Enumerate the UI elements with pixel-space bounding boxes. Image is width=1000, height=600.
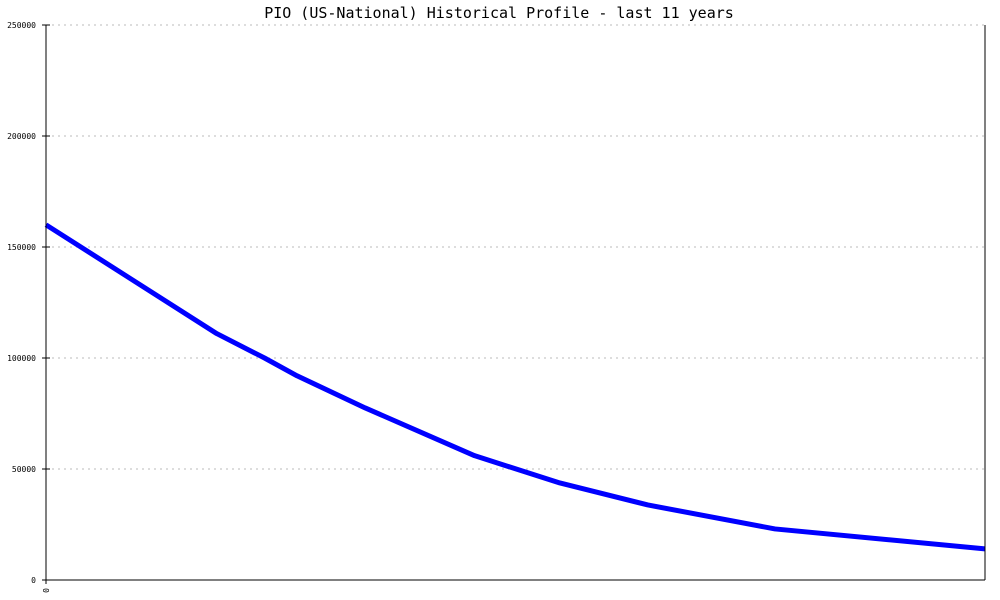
gridlines bbox=[46, 24, 985, 470]
y-tick-label: 250000 bbox=[7, 21, 36, 30]
x-tick-label: 0 bbox=[42, 588, 51, 593]
y-axis-ticks: 0 50000 100000 150000 200000 250000 bbox=[7, 21, 50, 585]
y-tick-label: 50000 bbox=[12, 465, 36, 474]
y-tick-label: 200000 bbox=[7, 132, 36, 141]
chart-title: PIO (US-National) Historical Profile - l… bbox=[264, 4, 734, 22]
x-axis-ticks: 0 bbox=[42, 580, 51, 593]
y-tick-label: 150000 bbox=[7, 243, 36, 252]
y-tick-label: 0 bbox=[31, 576, 36, 585]
y-tick-label: 100000 bbox=[7, 354, 36, 363]
series-group bbox=[44, 222, 986, 552]
series-line bbox=[44, 222, 986, 552]
